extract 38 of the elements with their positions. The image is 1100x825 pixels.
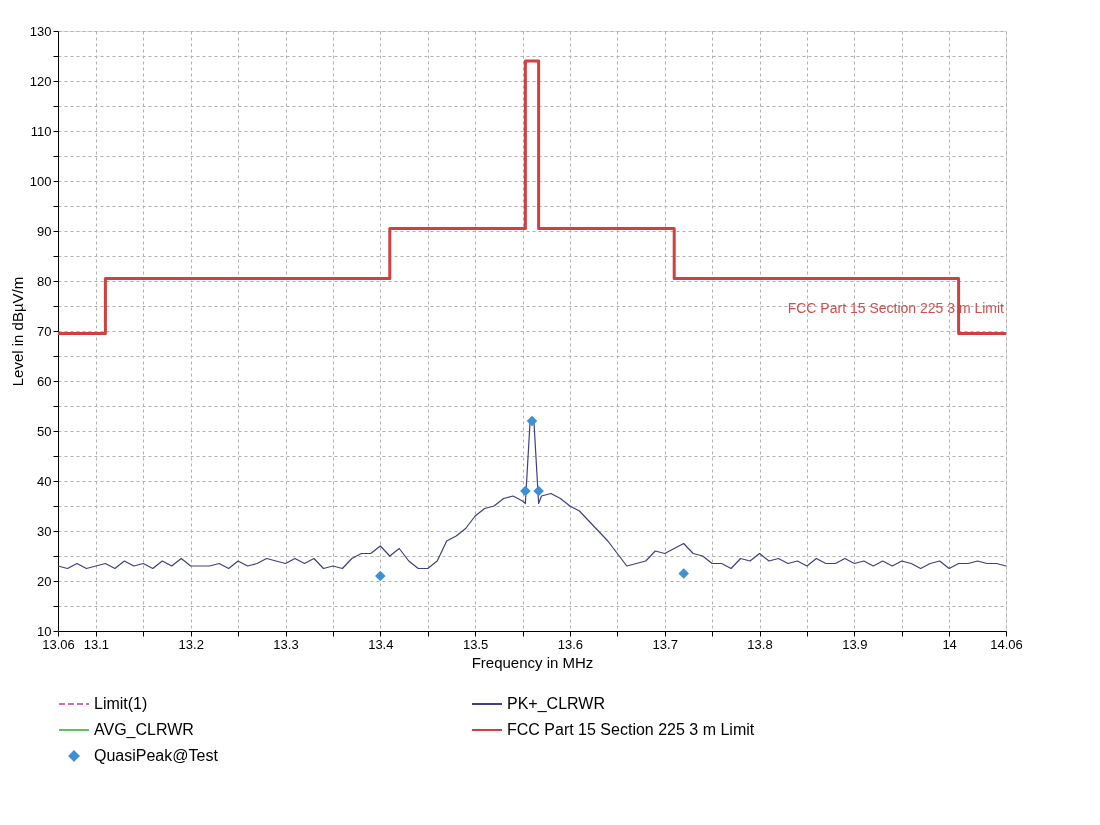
point	[520, 485, 531, 497]
y-axis-title: Level in dBµV/m	[8, 276, 26, 387]
legend-label: FCC Part 15 Section 225 3 m Limit	[507, 721, 755, 738]
point	[678, 568, 689, 579]
x-tick-label: 14	[942, 636, 957, 652]
x-tick-label: 13.2	[178, 636, 204, 652]
y-tick-label: 100	[29, 173, 52, 189]
x-tick-label: 13.5	[462, 636, 489, 652]
x-tick-label: 13.6	[557, 636, 584, 652]
legend-label: PK+_CLRWR	[507, 695, 605, 713]
legend-label: AVG_CLRWR	[94, 721, 194, 739]
y-tick-label: 10	[37, 623, 52, 639]
x-tick-label: 14.06	[990, 636, 1023, 652]
y-tick-label: 70	[37, 323, 52, 339]
y-tick-label: 80	[37, 273, 52, 289]
x-tick-label: 13.7	[652, 636, 678, 652]
y-tick-label: 90	[37, 223, 52, 239]
x-axis-title: Frequency in MHz	[471, 653, 594, 671]
y-tick-label: 20	[37, 573, 52, 589]
x-tick-label: 13.06	[42, 636, 75, 652]
y-tick-label: 30	[37, 523, 52, 539]
y-tick-label: 40	[37, 473, 52, 489]
y-tick-label: 60	[37, 373, 52, 389]
point	[375, 570, 386, 582]
legend-label: Limit(1)	[94, 695, 148, 712]
x-tick-label: 13.8	[747, 636, 773, 652]
annotation: FCC Part 15 Section 225 3 m Limit	[787, 300, 1005, 316]
y-tick-label: 110	[30, 123, 52, 139]
legend-label: QuasiPeak@Test	[94, 747, 219, 764]
y-tick-label: 130	[29, 23, 52, 39]
x-tick-label: 13.3	[273, 636, 299, 652]
y-tick-label: 50	[37, 423, 52, 439]
point	[533, 485, 544, 497]
x-tick-label: 13.1	[83, 636, 110, 652]
point	[526, 415, 538, 427]
x-tick-label: 13.9	[842, 636, 868, 652]
x-tick-label: 13.4	[368, 636, 394, 652]
y-tick-label: 120	[29, 73, 52, 89]
